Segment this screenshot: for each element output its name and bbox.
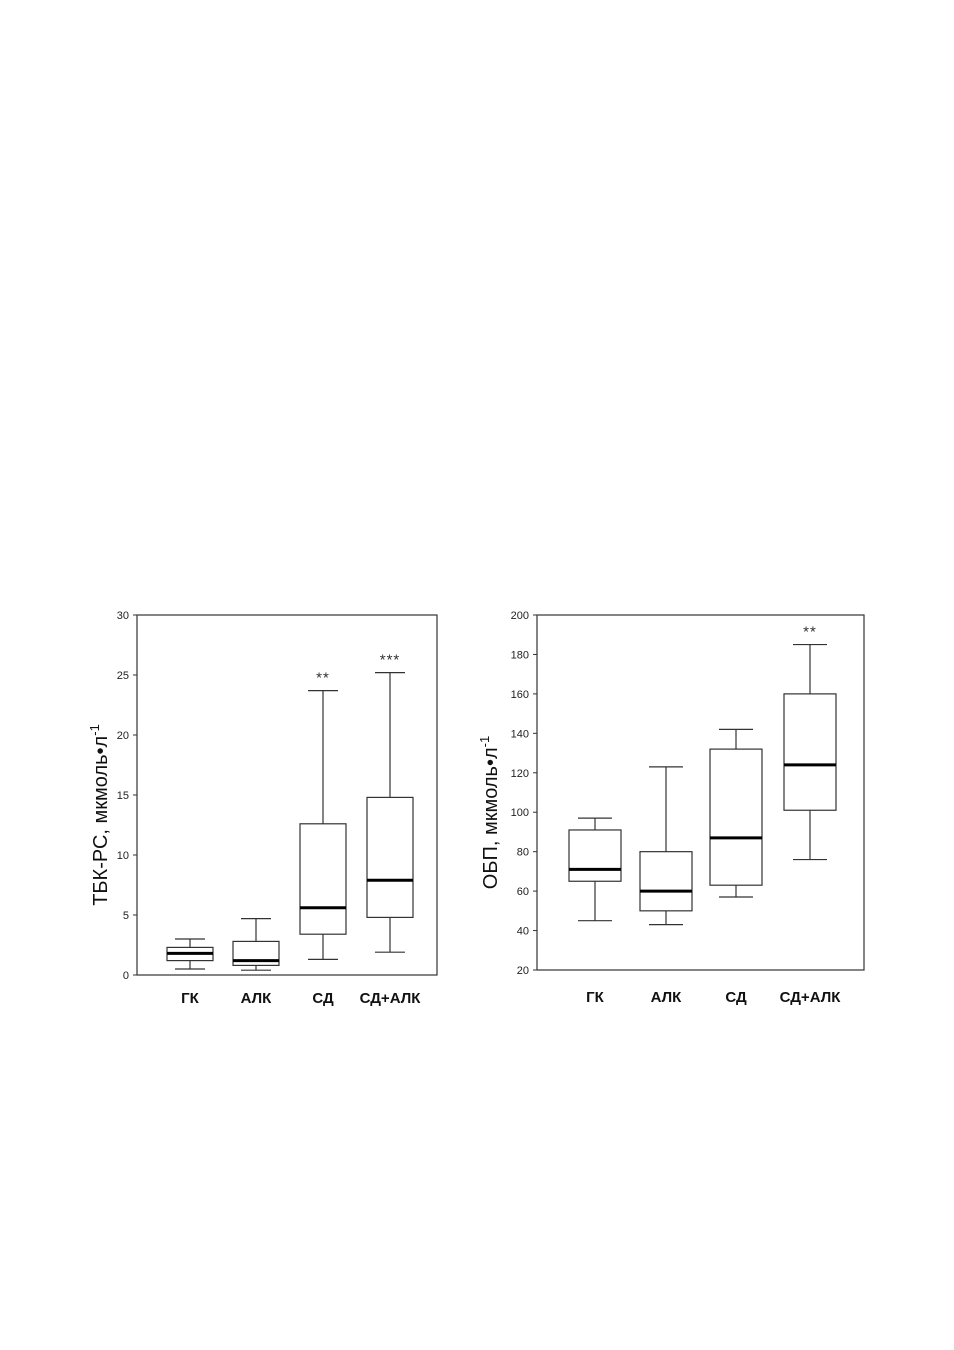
y-axis-label: ОБП, мкмоль•л-1 — [477, 736, 502, 889]
plot-frame — [536, 614, 865, 971]
box-group — [568, 817, 622, 922]
iqr-box — [299, 823, 347, 935]
y-tick-label: 120 — [511, 768, 529, 780]
category-label: АЛК — [651, 989, 683, 1006]
category-label: СД+АЛК — [780, 989, 842, 1006]
box-group — [639, 766, 693, 926]
y-tick-label: 20 — [117, 730, 129, 742]
y-axis-label-text: ОБП, мкмоль•л — [480, 747, 502, 889]
tbk-rs-boxplot: 0 5 10 15 20 25 30 ТБК-РС, мкмоль•л-1 ГК АЛК ** СД *… — [87, 610, 438, 1007]
iqr-box — [783, 693, 837, 811]
iqr-box — [366, 796, 414, 919]
y-axis-label-text: ТБК-РС, мкмоль•л — [90, 736, 112, 906]
box-group — [709, 728, 763, 898]
y-tick-label: 160 — [511, 689, 529, 701]
iqr-box — [568, 829, 622, 882]
y-tick-label: 0 — [123, 970, 129, 982]
y-tick-label: 140 — [511, 728, 529, 740]
significance-label: ** — [803, 624, 817, 641]
y-tick-label: 180 — [511, 649, 529, 661]
category-label: ГК — [181, 990, 200, 1007]
y-tick-label: 40 — [517, 926, 529, 938]
category-label: СД+АЛК — [360, 990, 422, 1007]
plot-frame — [136, 614, 438, 976]
category-label: СД — [725, 989, 747, 1006]
iqr-box — [709, 748, 763, 886]
significance-label: *** — [380, 652, 401, 669]
y-tick-label: 25 — [117, 670, 129, 682]
category-label: СД — [312, 990, 334, 1007]
significance-label: ** — [316, 670, 330, 687]
box-group — [166, 938, 214, 970]
box-group: ** — [783, 624, 837, 861]
box-group — [232, 917, 280, 971]
y-axis-label-superscript: -1 — [477, 736, 492, 748]
y-tick-label: 20 — [517, 965, 529, 977]
y-tick-label: 200 — [511, 610, 529, 622]
y-axis-label: ТБК-РС, мкмоль•л-1 — [87, 724, 112, 906]
box-group: ** — [299, 670, 347, 961]
box-group: *** — [366, 652, 414, 953]
y-tick-label: 100 — [511, 807, 529, 819]
obp-boxplot: 20 40 60 80 100 120 140 160 180 200 ОБП, мкмоль•л-… — [477, 610, 865, 1006]
category-label: АЛК — [241, 990, 273, 1007]
category-label: ГК — [586, 989, 605, 1006]
y-axis-label-superscript: -1 — [87, 724, 102, 736]
iqr-box — [639, 851, 693, 912]
y-tick-label: 15 — [117, 790, 129, 802]
y-tick-label: 80 — [517, 847, 529, 859]
y-tick-label: 30 — [117, 610, 129, 622]
y-tick-label: 10 — [117, 850, 129, 862]
y-tick-label: 5 — [123, 910, 129, 922]
y-tick-label: 60 — [517, 886, 529, 898]
